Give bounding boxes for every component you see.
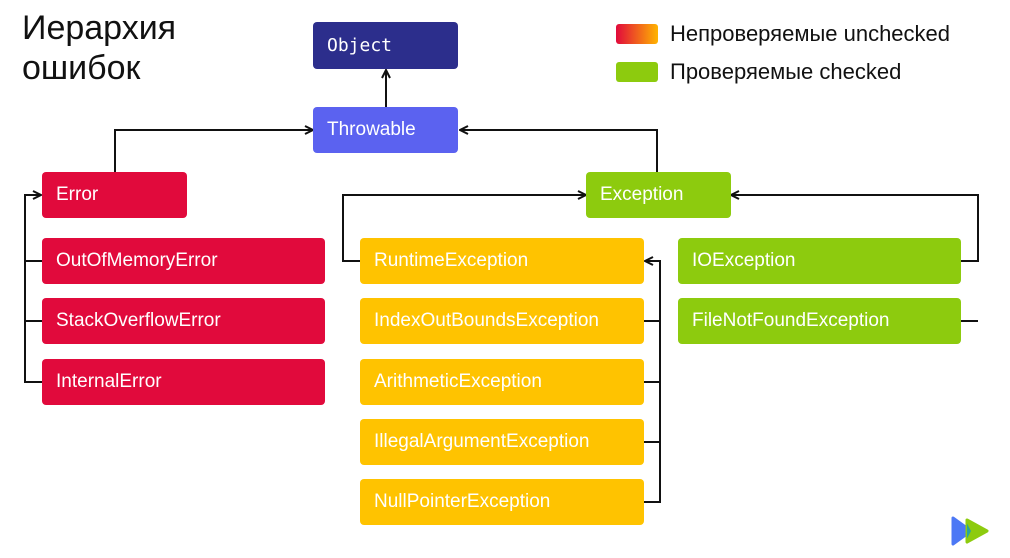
- page-title: Иерархия ошибок: [22, 9, 177, 87]
- edge-exception-throwable: [460, 130, 658, 172]
- legend-swatch-checked: [616, 62, 658, 82]
- legend-checked: Проверяемые checked: [616, 59, 901, 85]
- node-nullpointerexception: NullPointerException: [360, 479, 644, 525]
- node-illegalargumentexception: IllegalArgumentException: [360, 419, 644, 465]
- node-internalerror: InternalError: [42, 359, 325, 405]
- legend-label-unchecked: Непроверяемые unchecked: [670, 21, 951, 46]
- legend-label-checked: Проверяемые checked: [670, 59, 902, 84]
- node-object: Object: [313, 22, 458, 69]
- edge-error-children: [24, 195, 42, 383]
- edge-io-exception: [731, 195, 979, 262]
- node-ioexception: IOException: [678, 238, 961, 284]
- node-indexoutboundsexception: IndexOutBoundsException: [360, 298, 644, 344]
- node-outofmemoryerror: OutOfMemoryError: [42, 238, 325, 284]
- legend-unchecked: Непроверяемые unchecked: [616, 21, 950, 47]
- node-runtimeexception: RuntimeException: [360, 238, 644, 284]
- node-stackoverflowerror: StackOverflowError: [42, 298, 325, 344]
- legend-swatch-unchecked: [616, 24, 658, 44]
- node-filenotfoundexception: FileNotFoundException: [678, 298, 961, 344]
- node-exception: Exception: [586, 172, 731, 218]
- play-logo-icon: [951, 516, 989, 546]
- node-arithmeticexception: ArithmeticException: [360, 359, 644, 405]
- edge-error-throwable: [114, 130, 313, 172]
- node-throwable: Throwable: [313, 107, 458, 153]
- edge-runtime-exception: [342, 195, 586, 262]
- node-error: Error: [42, 172, 187, 218]
